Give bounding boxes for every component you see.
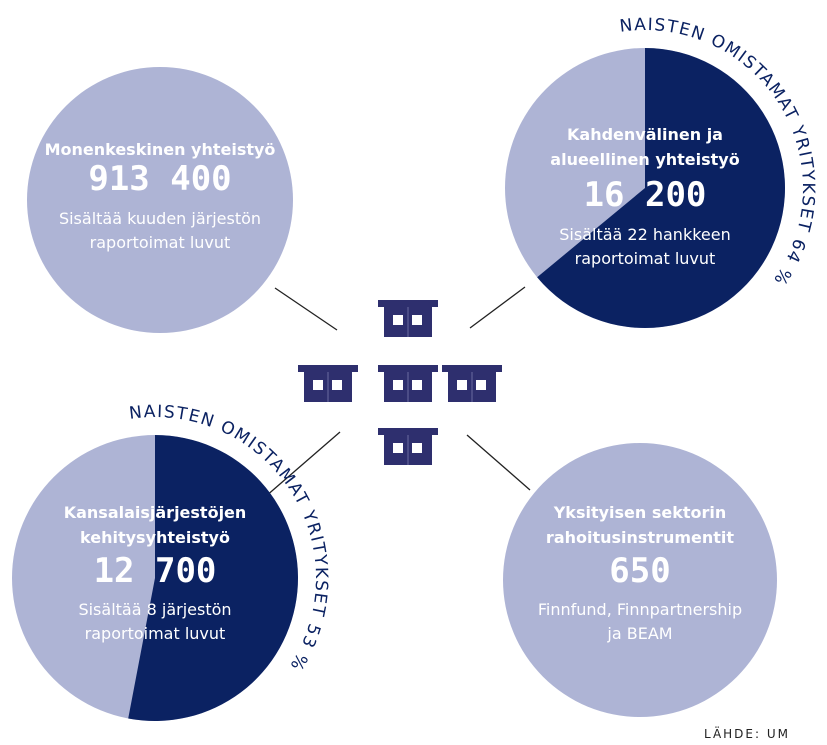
house-roof — [442, 365, 502, 372]
house-window — [412, 443, 422, 453]
house-window — [412, 315, 422, 325]
house-roof — [378, 300, 438, 307]
heading: alueellinen yhteistyö — [550, 150, 739, 169]
house-window — [332, 380, 342, 390]
house-icon — [378, 428, 438, 465]
circle — [27, 67, 293, 333]
circle — [503, 443, 777, 717]
share-wedge — [537, 48, 786, 328]
house-window — [393, 443, 403, 453]
heading: rahoitusinstrumentit — [546, 528, 734, 547]
house-roof — [298, 365, 358, 372]
house-icon — [378, 365, 438, 402]
note: Finnfund, Finnpartnership — [538, 600, 742, 619]
connectors — [249, 286, 531, 511]
note: Sisältää 22 hankkeen — [559, 225, 730, 244]
house-icon — [298, 365, 358, 402]
note: ja BEAM — [606, 624, 672, 643]
house-window — [313, 380, 323, 390]
house-window — [393, 380, 403, 390]
connector — [469, 286, 526, 329]
note: raportoimat luvut — [85, 624, 226, 643]
house-icon — [378, 300, 438, 337]
note: raportoimat luvut — [90, 233, 231, 252]
house-roof — [378, 365, 438, 372]
connector — [274, 287, 338, 331]
house-window — [476, 380, 486, 390]
connector — [466, 434, 531, 491]
house-window — [457, 380, 467, 390]
house-window — [393, 315, 403, 325]
house-window — [412, 380, 422, 390]
value: 12 700 — [94, 551, 217, 591]
heading: Monenkeskinen yhteistyö — [45, 140, 276, 159]
house-icon — [442, 365, 502, 402]
value: 913 400 — [88, 159, 231, 199]
value: 16 200 — [584, 175, 707, 215]
share-wedge — [128, 435, 299, 721]
note: Sisältää kuuden järjestön — [59, 209, 261, 228]
house-roof — [378, 428, 438, 435]
source: LÄHDE: UM — [704, 726, 790, 741]
value: 650 — [609, 551, 670, 591]
heading: Kansalaisjärjestöjen — [64, 503, 247, 522]
note: Sisältää 8 järjestön — [78, 600, 231, 619]
note: raportoimat luvut — [575, 249, 716, 268]
heading: kehitysyhteistyö — [80, 528, 230, 547]
heading: Yksityisen sektorin — [553, 503, 727, 522]
heading: Kahdenvälinen ja — [567, 125, 723, 144]
